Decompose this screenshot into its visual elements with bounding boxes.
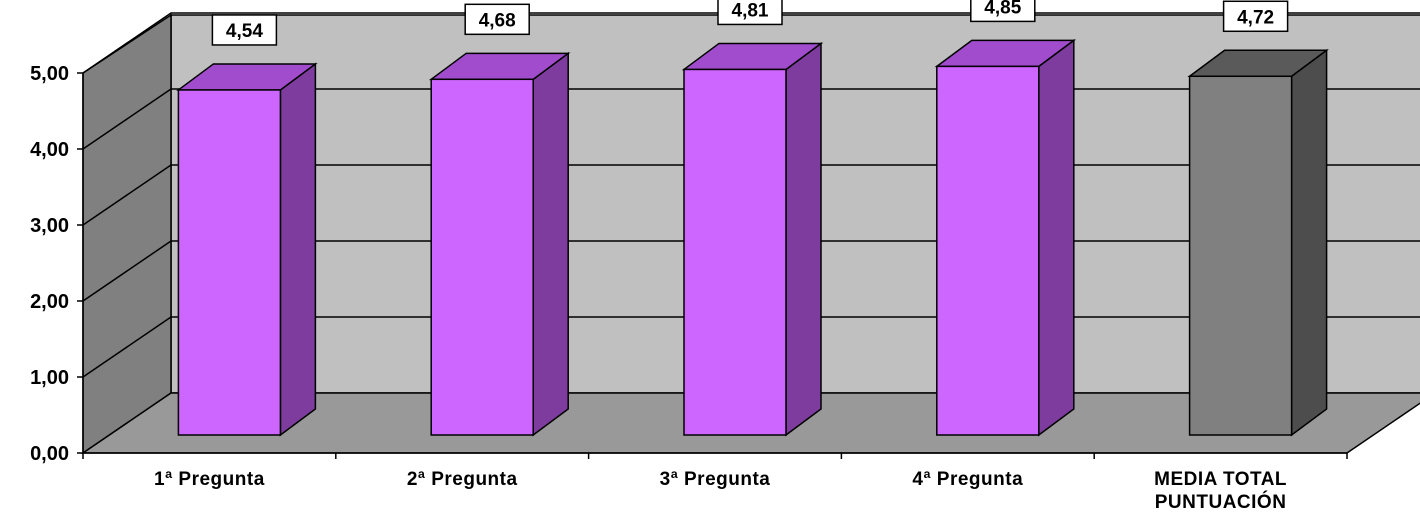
- y-tick-label: 1,00: [30, 367, 69, 389]
- x-tick-label-line: 2ª Pregunta: [407, 469, 518, 490]
- data-label: 4,85: [970, 0, 1036, 23]
- data-label-box: [1222, 0, 1289, 33]
- x-tick-label-line: PUNTUACIÓN: [1155, 491, 1287, 513]
- bar-front: [177, 89, 282, 436]
- x-tick-label: 1ª Pregunta: [154, 469, 265, 490]
- bar-side: [279, 62, 317, 437]
- bar: [1187, 48, 1329, 437]
- x-tick-label-line: 3ª Pregunta: [660, 469, 771, 490]
- x-tick-label: 3ª Pregunta: [660, 469, 771, 490]
- data-label-text: 4,72: [1237, 7, 1274, 28]
- bar-front: [936, 65, 1040, 436]
- data-label: 4,54: [211, 14, 278, 46]
- data-label: 4,81: [717, 0, 783, 26]
- bar: [681, 41, 824, 437]
- y-tick-label: 4,00: [30, 139, 69, 161]
- x-tick-label: 2ª Pregunta: [407, 469, 518, 490]
- bar-front: [430, 78, 534, 436]
- data-label-text: 4,68: [479, 10, 516, 31]
- x-tick-label-line: 4ª Pregunta: [912, 469, 1023, 490]
- data-label-text: 4,54: [226, 21, 263, 42]
- x-tick-label: MEDIA TOTAL PUNTUACIÓN: [1154, 469, 1287, 513]
- x-tick-label-line: 1ª Pregunta: [154, 469, 265, 490]
- y-tick-labels: 0,00 1,00 2,00 3,00 4,00 5,00: [30, 63, 69, 465]
- y-tick-label: 3,00: [30, 215, 69, 237]
- axes: [77, 72, 1348, 459]
- x-tick-label-line: MEDIA TOTAL: [1154, 469, 1287, 490]
- data-label-box: [717, 0, 783, 26]
- y-tick-label: 0,00: [30, 443, 69, 465]
- data-label: 4,68: [464, 3, 530, 36]
- data-label-box: [211, 14, 278, 46]
- bars: [176, 38, 1329, 437]
- bar: [934, 38, 1077, 437]
- bar-front: [683, 68, 787, 436]
- side-wall: [82, 13, 172, 455]
- data-label-box: [970, 0, 1036, 23]
- x-tick-labels: 1ª Pregunta 2ª Pregunta 3ª Pregunta 4ª Preg…: [154, 469, 1287, 513]
- y-tick-label: 2,00: [30, 291, 69, 313]
- bar-side: [785, 41, 822, 437]
- bar-side: [1038, 38, 1075, 437]
- bar-side: [1290, 48, 1328, 437]
- bar: [176, 62, 318, 437]
- data-label-text: 4,81: [732, 0, 769, 21]
- y-tick-label: 5,00: [30, 63, 69, 85]
- bar-front: [1188, 75, 1293, 436]
- x-tick-label: 4ª Pregunta: [912, 469, 1023, 490]
- data-labels: 4,54 4,68 4,81 4,85 4,72: [211, 0, 1289, 46]
- bar-side: [532, 51, 569, 437]
- data-label-text: 4,85: [984, 0, 1021, 18]
- data-label: 4,72: [1222, 0, 1289, 33]
- data-label-box: [464, 3, 530, 36]
- bar: [428, 51, 571, 437]
